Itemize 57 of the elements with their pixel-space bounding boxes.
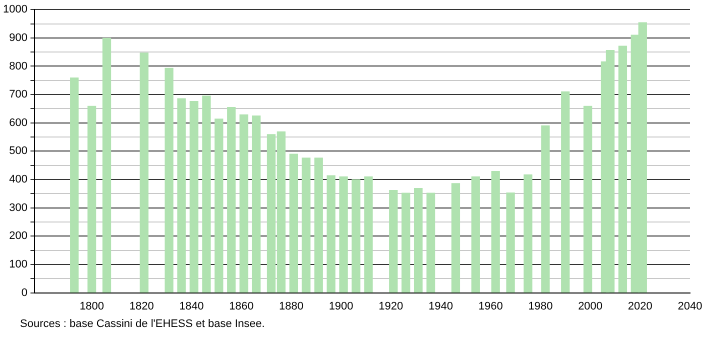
bar bbox=[252, 115, 261, 293]
y-tick-label: 900 bbox=[9, 32, 28, 44]
bar bbox=[70, 78, 79, 293]
bar bbox=[87, 106, 96, 293]
x-tick-label: 1820 bbox=[129, 300, 154, 312]
bar bbox=[102, 38, 112, 293]
bar bbox=[618, 46, 628, 293]
bar bbox=[364, 176, 373, 293]
bar bbox=[352, 179, 360, 293]
y-tick-label: 0 bbox=[21, 286, 28, 299]
bar bbox=[227, 106, 236, 293]
bar bbox=[240, 114, 248, 293]
bar bbox=[561, 91, 570, 293]
bar bbox=[177, 98, 186, 293]
bar bbox=[289, 154, 298, 293]
x-tick-label: 2020 bbox=[628, 300, 652, 312]
bar bbox=[414, 188, 423, 293]
x-tick-label: 1940 bbox=[428, 300, 453, 312]
x-tick-label: 1840 bbox=[179, 300, 204, 312]
bar bbox=[524, 174, 532, 293]
x-tick-label: 1960 bbox=[478, 300, 503, 312]
y-tick-label: 1000 bbox=[2, 4, 28, 16]
bar bbox=[339, 176, 348, 293]
y-tick-label: 800 bbox=[9, 60, 28, 72]
bar bbox=[389, 190, 398, 293]
y-tick-label: 100 bbox=[9, 258, 28, 271]
bar bbox=[541, 125, 550, 293]
bar bbox=[202, 96, 211, 293]
y-tick-label: 700 bbox=[9, 88, 28, 101]
x-tick-label: 2040 bbox=[678, 300, 702, 312]
x-tick-label: 1860 bbox=[229, 300, 254, 312]
x-tick-label: 1900 bbox=[328, 300, 354, 312]
bar bbox=[506, 192, 515, 293]
bar bbox=[140, 52, 148, 293]
y-tick-label: 200 bbox=[9, 230, 28, 242]
y-tick-label: 400 bbox=[9, 174, 28, 186]
bar bbox=[314, 158, 323, 293]
x-tick-label: 2000 bbox=[578, 300, 603, 312]
bar bbox=[402, 192, 410, 293]
bar bbox=[426, 192, 436, 293]
y-tick-label: 300 bbox=[9, 202, 28, 214]
y-tick-label: 600 bbox=[9, 116, 28, 129]
y-tick-label: 500 bbox=[9, 145, 28, 158]
bar bbox=[164, 68, 174, 293]
bar bbox=[451, 183, 460, 293]
bar bbox=[491, 170, 500, 293]
bar bbox=[471, 176, 480, 293]
x-tick-label: 1980 bbox=[528, 300, 553, 312]
bar bbox=[583, 106, 592, 293]
x-tick-label: 1920 bbox=[378, 300, 404, 312]
x-tick-label: 1880 bbox=[278, 300, 304, 312]
bar bbox=[302, 158, 310, 293]
x-tick-label: 1800 bbox=[80, 300, 104, 312]
bar bbox=[326, 175, 336, 293]
bar bbox=[190, 101, 198, 293]
source-note: Sources : base Cassini de l'EHESS et base Insee. bbox=[20, 318, 265, 330]
bar bbox=[214, 118, 224, 293]
